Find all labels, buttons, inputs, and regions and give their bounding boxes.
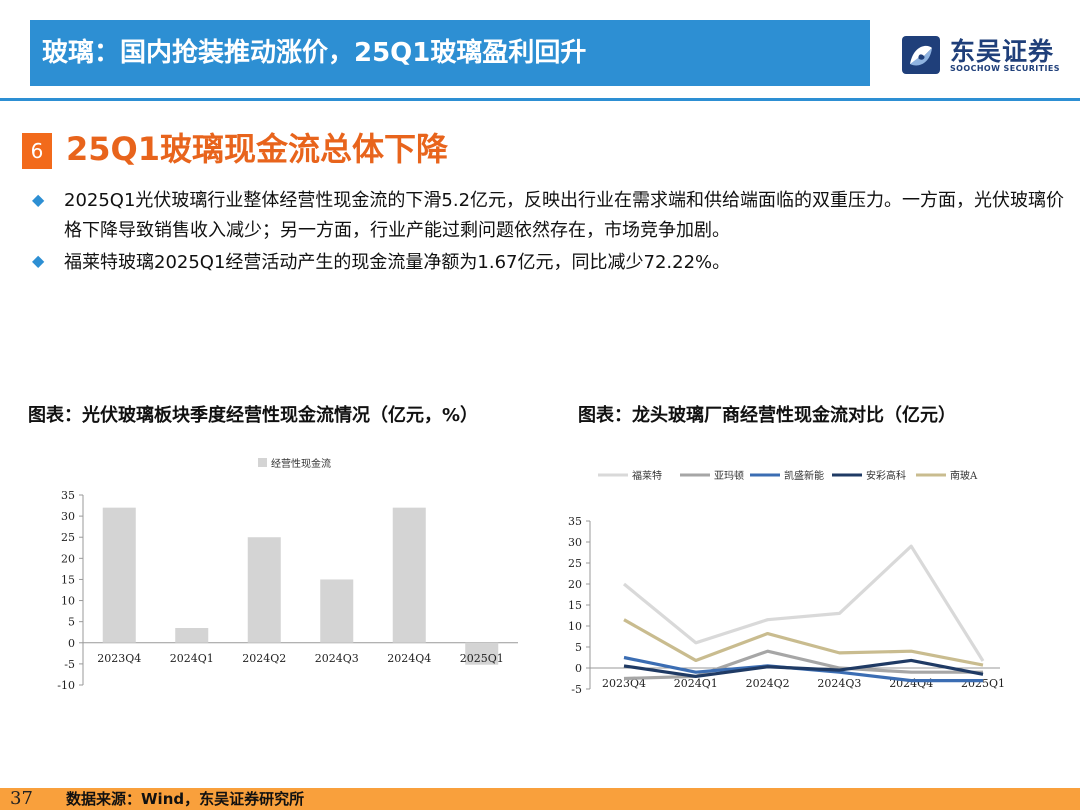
x-tick-label: 2024Q2 bbox=[746, 677, 790, 690]
y-tick-label: 25 bbox=[61, 531, 75, 544]
y-tick-label: -10 bbox=[57, 679, 75, 692]
y-tick-label: 20 bbox=[568, 578, 582, 591]
series-line bbox=[623, 618, 984, 667]
bar bbox=[392, 507, 426, 643]
x-tick-label: 2023Q4 bbox=[602, 677, 646, 690]
cashflow-bar-chart: 经营性现金流 -10 -5 0 5 10 15 20 25 30 35 2023Q4 2024Q1 202… bbox=[57, 457, 518, 692]
y-tick-label: 30 bbox=[61, 510, 75, 523]
y-tick-label: 5 bbox=[575, 641, 582, 654]
section-title: 25Q1玻璃现金流总体下降 bbox=[66, 130, 449, 168]
x-tick-label: 2025Q1 bbox=[460, 652, 504, 665]
bar bbox=[102, 507, 136, 643]
logo-text-cn: 东吴证券 bbox=[950, 37, 1055, 66]
x-tick-label: 2024Q2 bbox=[242, 652, 286, 665]
footer-bar bbox=[0, 788, 1080, 810]
y-tick-label: 30 bbox=[568, 536, 582, 549]
page-number: 37 bbox=[10, 788, 33, 809]
y-tick-label: 35 bbox=[61, 489, 75, 502]
y-tick-label: 15 bbox=[61, 573, 75, 586]
legend-label: 经营性现金流 bbox=[271, 457, 331, 470]
bar bbox=[175, 628, 209, 643]
header-bar bbox=[30, 20, 870, 86]
legend-label: 南玻A bbox=[950, 469, 978, 482]
logo-text-en: SOOCHOW SECURITIES bbox=[950, 64, 1060, 73]
bullet-diamond-icon: ◆ bbox=[32, 190, 45, 209]
x-tick-label: 2024Q1 bbox=[170, 652, 214, 665]
section-number: 6 bbox=[22, 133, 52, 169]
bullet-text: 2025Q1光伏玻璃行业整体经营性现金流的下滑5.2亿元，反映出行业在需求端和供… bbox=[64, 190, 1065, 241]
y-tick-label: 15 bbox=[568, 599, 582, 612]
header-divider bbox=[0, 98, 1080, 101]
soochow-logo-icon bbox=[902, 36, 940, 74]
bar bbox=[320, 579, 354, 643]
legend-label: 安彩高科 bbox=[866, 469, 906, 482]
page-title: 玻璃：国内抢装推动涨价，25Q1玻璃盈利回升 bbox=[42, 38, 587, 68]
y-tick-label: 10 bbox=[568, 620, 582, 633]
data-source: 数据来源：Wind，东吴证券研究所 bbox=[66, 790, 305, 808]
y-tick-label: -5 bbox=[64, 658, 75, 671]
x-tick-label: 2024Q3 bbox=[817, 677, 861, 690]
x-tick-label: 2024Q4 bbox=[387, 652, 431, 665]
y-tick-label: 0 bbox=[68, 637, 75, 650]
y-tick-label: 5 bbox=[68, 616, 75, 629]
legend-label: 凯盛新能 bbox=[784, 469, 824, 482]
x-tick-label: 2023Q4 bbox=[97, 652, 141, 665]
series-line bbox=[622, 544, 985, 662]
y-tick-label: 20 bbox=[61, 552, 75, 565]
y-tick-label: 35 bbox=[568, 515, 582, 528]
bar bbox=[247, 537, 281, 643]
chart2-title: 图表：龙头玻璃厂商经营性现金流对比（亿元） bbox=[578, 405, 956, 426]
y-tick-label: -5 bbox=[571, 683, 582, 696]
bullet-diamond-icon: ◆ bbox=[32, 251, 45, 270]
chart1-title: 图表：光伏玻璃板块季度经营性现金流情况（亿元，%） bbox=[28, 405, 479, 426]
y-tick-label: 10 bbox=[61, 595, 75, 608]
bullet-text: 福莱特玻璃2025Q1经营活动产生的现金流量净额为1.67亿元，同比减少72.2… bbox=[64, 252, 731, 273]
y-tick-label: 0 bbox=[575, 662, 582, 675]
series-line bbox=[623, 658, 984, 678]
legend-swatch bbox=[258, 458, 267, 467]
legend-label: 福莱特 bbox=[632, 469, 662, 482]
manufacturer-line-chart: 福莱特 亚玛顿 凯盛新能 安彩高科 南玻A -5 0 5 10 15 20 25 30 35 2023Q4 2… bbox=[568, 469, 1005, 696]
bar bbox=[465, 642, 499, 665]
y-tick-label: 25 bbox=[568, 557, 582, 570]
legend-label: 亚玛顿 bbox=[714, 469, 744, 482]
x-tick-label: 2025Q1 bbox=[961, 677, 1005, 690]
series-line bbox=[623, 649, 983, 681]
x-tick-label: 2024Q3 bbox=[315, 652, 359, 665]
x-tick-label: 2024Q1 bbox=[674, 677, 718, 690]
